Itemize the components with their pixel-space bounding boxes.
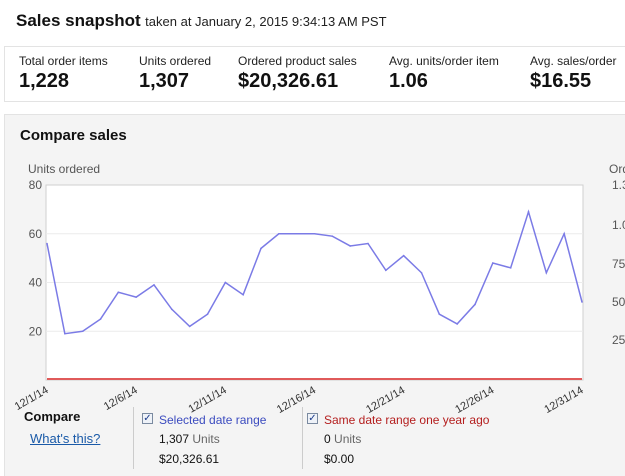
previous-year-checkbox[interactable]: ✓ — [307, 413, 318, 424]
data-point-selected — [581, 301, 583, 303]
legend-divider — [133, 407, 134, 469]
x-tick-label: 12/21/14 — [364, 384, 407, 416]
compare-label: Compare — [24, 409, 81, 424]
data-point-selected — [492, 262, 494, 264]
previous-year-units: 0 Units — [324, 432, 361, 446]
metric-value: 1,307 — [139, 70, 190, 92]
y-tick-label-left: 20 — [29, 324, 43, 338]
metric-value: 1,228 — [19, 70, 70, 92]
data-point-selected — [385, 269, 387, 272]
y-tick-label-right: 1.0 — [612, 218, 625, 232]
metric-label: Total order items — [19, 54, 108, 68]
data-point-selected — [331, 235, 334, 237]
metric-label: Avg. units/order item — [389, 54, 499, 68]
data-point-selected — [46, 242, 48, 245]
y-tick-label-right: 1.3 — [612, 178, 625, 192]
metric-label: Avg. sales/order — [530, 54, 617, 68]
selected-range-sales: $20,326.61 — [159, 452, 220, 466]
selected-range-units: 1,307 Units — [159, 432, 220, 446]
data-point-selected — [81, 330, 84, 333]
x-tick-label: 12/26/14 — [453, 384, 496, 416]
metric-ordered-product-sales: Ordered product sales $20,326.61 — [238, 54, 357, 93]
previous-units-unit: Units — [334, 432, 362, 446]
metric-value: $20,326.61 — [238, 70, 339, 92]
data-point-selected — [420, 271, 423, 274]
x-tick-labels: 12/1/14 12/6/14 12/11/14 12/16/14 12/21/14 12… — [13, 384, 586, 416]
data-point-selected — [278, 232, 280, 235]
y-tick-label-left: 60 — [29, 227, 43, 241]
metric-total-order-items: Total order items 1,228 — [19, 54, 108, 93]
data-point-selected — [135, 296, 137, 298]
metric-avg-units-per-order-item: Avg. units/order item 1.06 — [389, 54, 499, 93]
data-point-selected — [188, 325, 191, 328]
data-point-selected — [349, 245, 351, 247]
data-point-selected — [474, 303, 476, 306]
data-point-selected — [456, 323, 458, 325]
y-ticks-left: 80 60 40 20 — [29, 178, 43, 338]
x-tick-label: 12/31/14 — [542, 384, 585, 416]
data-point-selected — [206, 313, 209, 315]
metric-value: $16.55 — [530, 70, 592, 92]
metric-value: 1.06 — [389, 70, 428, 92]
data-point-selected — [527, 211, 530, 213]
y-ticks-right: 1.3 1.0 75 50 25 — [612, 178, 625, 347]
snapshot-title: Sales snapshot taken at January 2, 2015 … — [16, 11, 387, 31]
y-tick-label-right: 50 — [612, 295, 625, 309]
legend-divider — [302, 407, 303, 469]
data-point-selected — [64, 332, 66, 335]
selected-units-value: 1,307 — [159, 432, 190, 446]
data-point-selected — [295, 232, 298, 235]
selected-range-legend-label[interactable]: Selected date range — [159, 413, 267, 427]
selected-units-unit: Units — [192, 432, 220, 446]
snapshot-heading: Sales snapshot — [16, 11, 141, 30]
data-point-selected — [260, 247, 262, 250]
series-points — [46, 211, 583, 335]
data-point-selected — [171, 308, 173, 311]
y-tick-label-left: 80 — [29, 178, 43, 192]
whats-this-link[interactable]: What's this? — [30, 431, 101, 446]
y-axis-label-right: Ord — [609, 162, 625, 176]
snapshot-timestamp: taken at January 2, 2015 9:34:13 AM PST — [145, 14, 387, 29]
data-point-selected — [242, 293, 244, 296]
y-axis-label-left: Units ordered — [28, 162, 100, 176]
previous-units-value: 0 — [324, 432, 331, 446]
data-point-selected — [438, 313, 441, 315]
metric-label: Ordered product sales — [238, 54, 357, 68]
metrics-bar: Total order items 1,228 Units ordered 1,… — [4, 46, 625, 102]
data-point-selected — [509, 267, 512, 269]
data-point-selected — [313, 232, 316, 235]
x-tick-label: 12/11/14 — [186, 384, 228, 415]
x-tick-label: 12/16/14 — [275, 384, 318, 416]
y-tick-label-right: 25 — [612, 333, 625, 347]
compare-sales-title: Compare sales — [20, 127, 127, 144]
y-tick-label-left: 40 — [29, 276, 43, 290]
selected-range-checkbox[interactable]: ✓ — [142, 413, 153, 424]
data-point-selected — [153, 284, 155, 286]
y-tick-label-right: 75 — [612, 257, 625, 271]
data-point-selected — [224, 281, 227, 284]
previous-year-legend-label[interactable]: Same date range one year ago — [324, 413, 490, 427]
metric-label: Units ordered — [139, 54, 212, 68]
data-point-selected — [117, 291, 120, 294]
data-point-selected — [402, 254, 405, 257]
data-point-selected — [367, 242, 369, 245]
data-point-selected — [545, 271, 548, 274]
data-point-selected — [563, 232, 565, 235]
metric-avg-sales-per-order: Avg. sales/order $16.55 — [530, 54, 617, 93]
data-point-selected — [99, 318, 102, 320]
metric-units-ordered: Units ordered 1,307 — [139, 54, 211, 93]
previous-year-sales: $0.00 — [324, 452, 355, 466]
